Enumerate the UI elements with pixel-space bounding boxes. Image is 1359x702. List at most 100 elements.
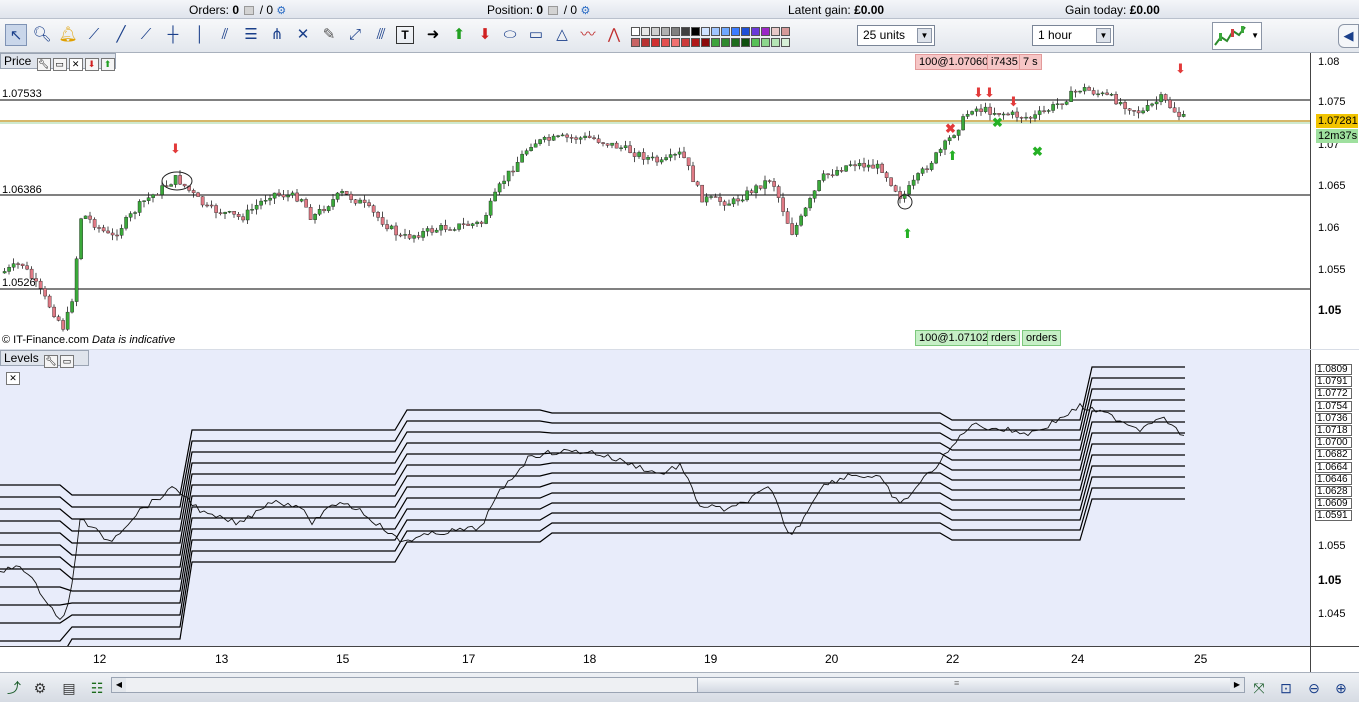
sell-order-pill[interactable]: 100@1.07060 [915, 54, 993, 70]
color-swatch[interactable] [661, 27, 670, 36]
move-down-icon[interactable]: ⬇ [84, 58, 99, 71]
timeframe-select[interactable]: 1 hour ▼ [1032, 25, 1114, 46]
levels-axis[interactable]: 1.0809 1.0791 1.0772 1.0754 1.0736 1.0718 1.07… [1310, 350, 1359, 646]
chevron-down-icon[interactable]: ▼ [1096, 28, 1111, 43]
levels-chart-canvas[interactable] [0, 350, 1310, 646]
price-axis[interactable]: 1.08 1.075 1.07 1.065 1.06 1.055 1.05 1.… [1310, 53, 1359, 349]
zigzag-icon[interactable]: ⋀ [607, 26, 621, 43]
layers-icon[interactable]: ☷ [90, 680, 104, 696]
horizontal-line-icon[interactable]: ┼ [167, 26, 179, 43]
color-swatch[interactable] [771, 27, 780, 36]
color-swatch[interactable] [721, 38, 730, 47]
chevron-down-icon[interactable]: ▼ [1251, 31, 1259, 40]
buy-order-tail[interactable]: orders [1022, 330, 1062, 346]
color-swatch[interactable] [651, 27, 660, 36]
levels-indicator-panel[interactable]: Levels 🔧︎ ▭ ✕ [0, 350, 1310, 646]
polyline-icon[interactable]: 〰 [580, 26, 596, 43]
wrench-icon[interactable]: 🔧︎ [44, 355, 59, 368]
sell-order-tail[interactable]: i7435 [987, 54, 1022, 70]
color-swatch[interactable] [761, 38, 770, 47]
down-arrow-icon[interactable]: ⬇ [478, 26, 492, 43]
color-swatch[interactable] [731, 27, 740, 36]
indicator-settings-icon[interactable]: ⚙ [33, 680, 47, 696]
alert-bell-icon[interactable]: 🔔︎ [58, 26, 78, 43]
color-swatch[interactable] [671, 38, 680, 47]
color-swatch[interactable] [681, 27, 690, 36]
color-swatch[interactable] [641, 38, 650, 47]
arrow-icon[interactable]: ➜ [426, 26, 440, 43]
rectangle-icon[interactable]: ▭ [528, 26, 544, 43]
zoom-in-icon[interactable]: ⊕ [1335, 680, 1347, 696]
orders-settings-icon[interactable]: ⚙ [276, 5, 287, 17]
chart-type-button[interactable]: ▼ [1212, 22, 1262, 50]
color-swatch[interactable] [711, 38, 720, 47]
zoom-fit-icon[interactable]: ⊡ [1280, 680, 1292, 696]
color-swatch[interactable] [671, 27, 680, 36]
template-icon[interactable]: ▤ [62, 680, 76, 696]
pointer-icon[interactable]: ↖ [5, 24, 27, 46]
move-up-icon[interactable]: ⬆ [100, 58, 115, 71]
zoom-icon[interactable]: 🔍︎ [32, 26, 52, 43]
wrench-icon[interactable]: 🔧︎ [36, 58, 51, 71]
color-swatch[interactable] [641, 27, 650, 36]
gann-icon[interactable]: ✕ [296, 26, 310, 43]
parallel-lines-icon[interactable]: ⫽ [221, 26, 229, 43]
up-arrow-icon[interactable]: ⬆ [452, 26, 466, 43]
color-swatch[interactable] [751, 38, 760, 47]
chevron-down-icon[interactable]: ▼ [917, 28, 932, 43]
color-swatch[interactable] [721, 27, 730, 36]
scroll-right-icon[interactable]: ▶ [1230, 678, 1244, 692]
color-swatch[interactable] [651, 38, 660, 47]
position-window-icon[interactable] [548, 6, 559, 15]
color-swatch[interactable] [751, 27, 760, 36]
position-settings-icon[interactable]: ⚙ [580, 5, 591, 17]
side-panel-toggle-icon[interactable]: ◀ [1338, 24, 1359, 48]
color-swatch[interactable] [741, 27, 750, 36]
color-swatch[interactable] [781, 38, 790, 47]
color-swatch[interactable] [731, 38, 740, 47]
andrews-pitchfork-icon[interactable]: ⋔ [270, 26, 284, 43]
color-swatch[interactable] [701, 27, 710, 36]
color-swatch[interactable] [691, 38, 700, 47]
units-select[interactable]: 25 units ▼ [857, 25, 935, 46]
scrollbar-thumb[interactable]: ≡ [697, 678, 1232, 692]
time-scrollbar[interactable]: ◀ ≡ ▶ [111, 677, 1245, 693]
color-swatch[interactable] [661, 38, 670, 47]
color-swatch[interactable] [771, 38, 780, 47]
color-swatch[interactable] [761, 27, 770, 36]
close-icon[interactable]: ✕ [68, 58, 83, 71]
sell-order-tail[interactable]: 7 s [1019, 54, 1042, 70]
autoscale-icon[interactable]: ⤧ [1253, 680, 1265, 696]
erase-icon[interactable]: ✎ [322, 26, 336, 43]
color-swatch[interactable] [701, 38, 710, 47]
price-chart-panel[interactable]: ⬇ ⬇ ⬇ ⬇ ⬇ ⬆ ⬆ ✖ ✖ ✖ Price 🔧︎ ▭ ✕ ⬇ ⬆ 1.07533 1.06386 … [0, 53, 1310, 349]
close-icon[interactable]: ✕ [6, 372, 20, 385]
color-swatch[interactable] [781, 27, 790, 36]
ellipse-icon[interactable]: ⬭ [503, 26, 517, 43]
color-swatch[interactable] [631, 38, 640, 47]
color-swatch[interactable] [691, 27, 700, 36]
color-swatch[interactable] [741, 38, 750, 47]
vertical-line-icon[interactable]: │ [195, 26, 205, 43]
date-axis[interactable]: 12 13 15 17 18 19 20 22 24 25 [0, 646, 1310, 672]
text-icon[interactable]: T [396, 26, 414, 44]
scroll-left-icon[interactable]: ◀ [112, 678, 126, 692]
triangle-icon[interactable]: △ [556, 26, 568, 43]
window-icon[interactable]: ▭ [60, 355, 75, 368]
regression-icon[interactable]: ⫻ [376, 26, 386, 43]
color-swatch[interactable] [711, 27, 720, 36]
line-icon[interactable]: ╱ [116, 26, 126, 43]
color-swatch[interactable] [681, 38, 690, 47]
window-icon[interactable]: ▭ [52, 58, 67, 71]
price-chart-canvas[interactable]: ⬇⬇ ⬇⬇⬇⬆⬆✖ ✖✖ [0, 53, 1310, 349]
buy-order-pill[interactable]: 100@1.07102 [915, 330, 993, 346]
buy-order-tail[interactable]: rders [987, 330, 1021, 346]
channel-icon[interactable]: ⤢ [348, 26, 361, 43]
zoom-out-icon[interactable]: ⊖ [1308, 680, 1320, 696]
orders-window-icon[interactable] [244, 6, 255, 15]
ruler-icon[interactable]: ⟋ [88, 26, 100, 43]
trendline-icon[interactable]: ⟋ [140, 26, 152, 43]
color-swatch[interactable] [631, 27, 640, 36]
fibonacci-icon[interactable]: ☰ [244, 26, 258, 43]
add-indicator-icon[interactable]: ⤴ [7, 680, 21, 696]
